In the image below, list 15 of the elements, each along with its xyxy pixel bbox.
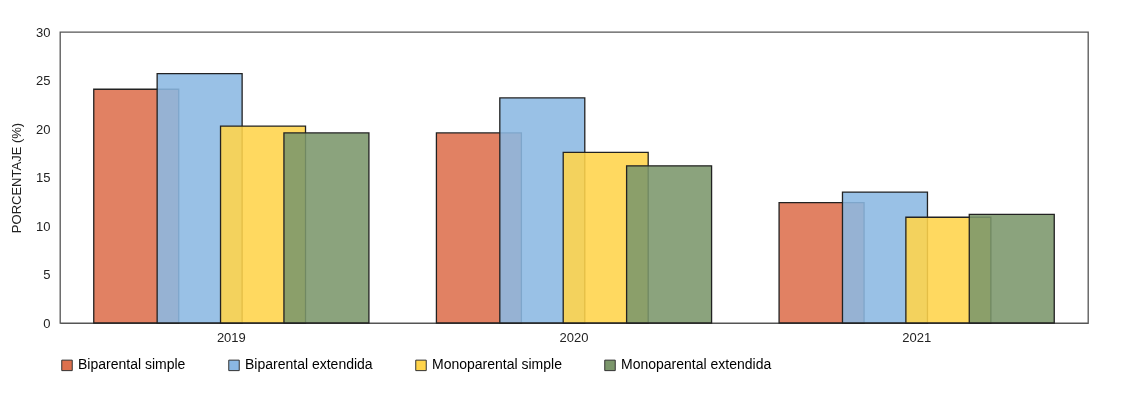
y-tick-label: 25 (36, 73, 51, 88)
legend-label: Monoparental simple (432, 356, 563, 373)
x-tick-label: 2021 (902, 329, 932, 345)
y-tick-label: 20 (36, 121, 51, 137)
y-axis-title: PORCENTAJE (%) (9, 122, 25, 234)
legend-label: Biparental simple (78, 356, 186, 373)
x-tick-label: 2020 (559, 329, 589, 345)
y-tick-label: 15 (36, 170, 51, 185)
x-tick-label: 2019 (216, 329, 246, 345)
y-tick-label: 10 (36, 218, 51, 234)
legend-label: Biparental extendida (245, 356, 373, 373)
y-tick-label: 5 (43, 267, 51, 282)
legend-label: Monoparental extendida (621, 356, 772, 373)
y-tick-label: 30 (36, 24, 51, 40)
y-tick-label: 0 (43, 315, 51, 331)
